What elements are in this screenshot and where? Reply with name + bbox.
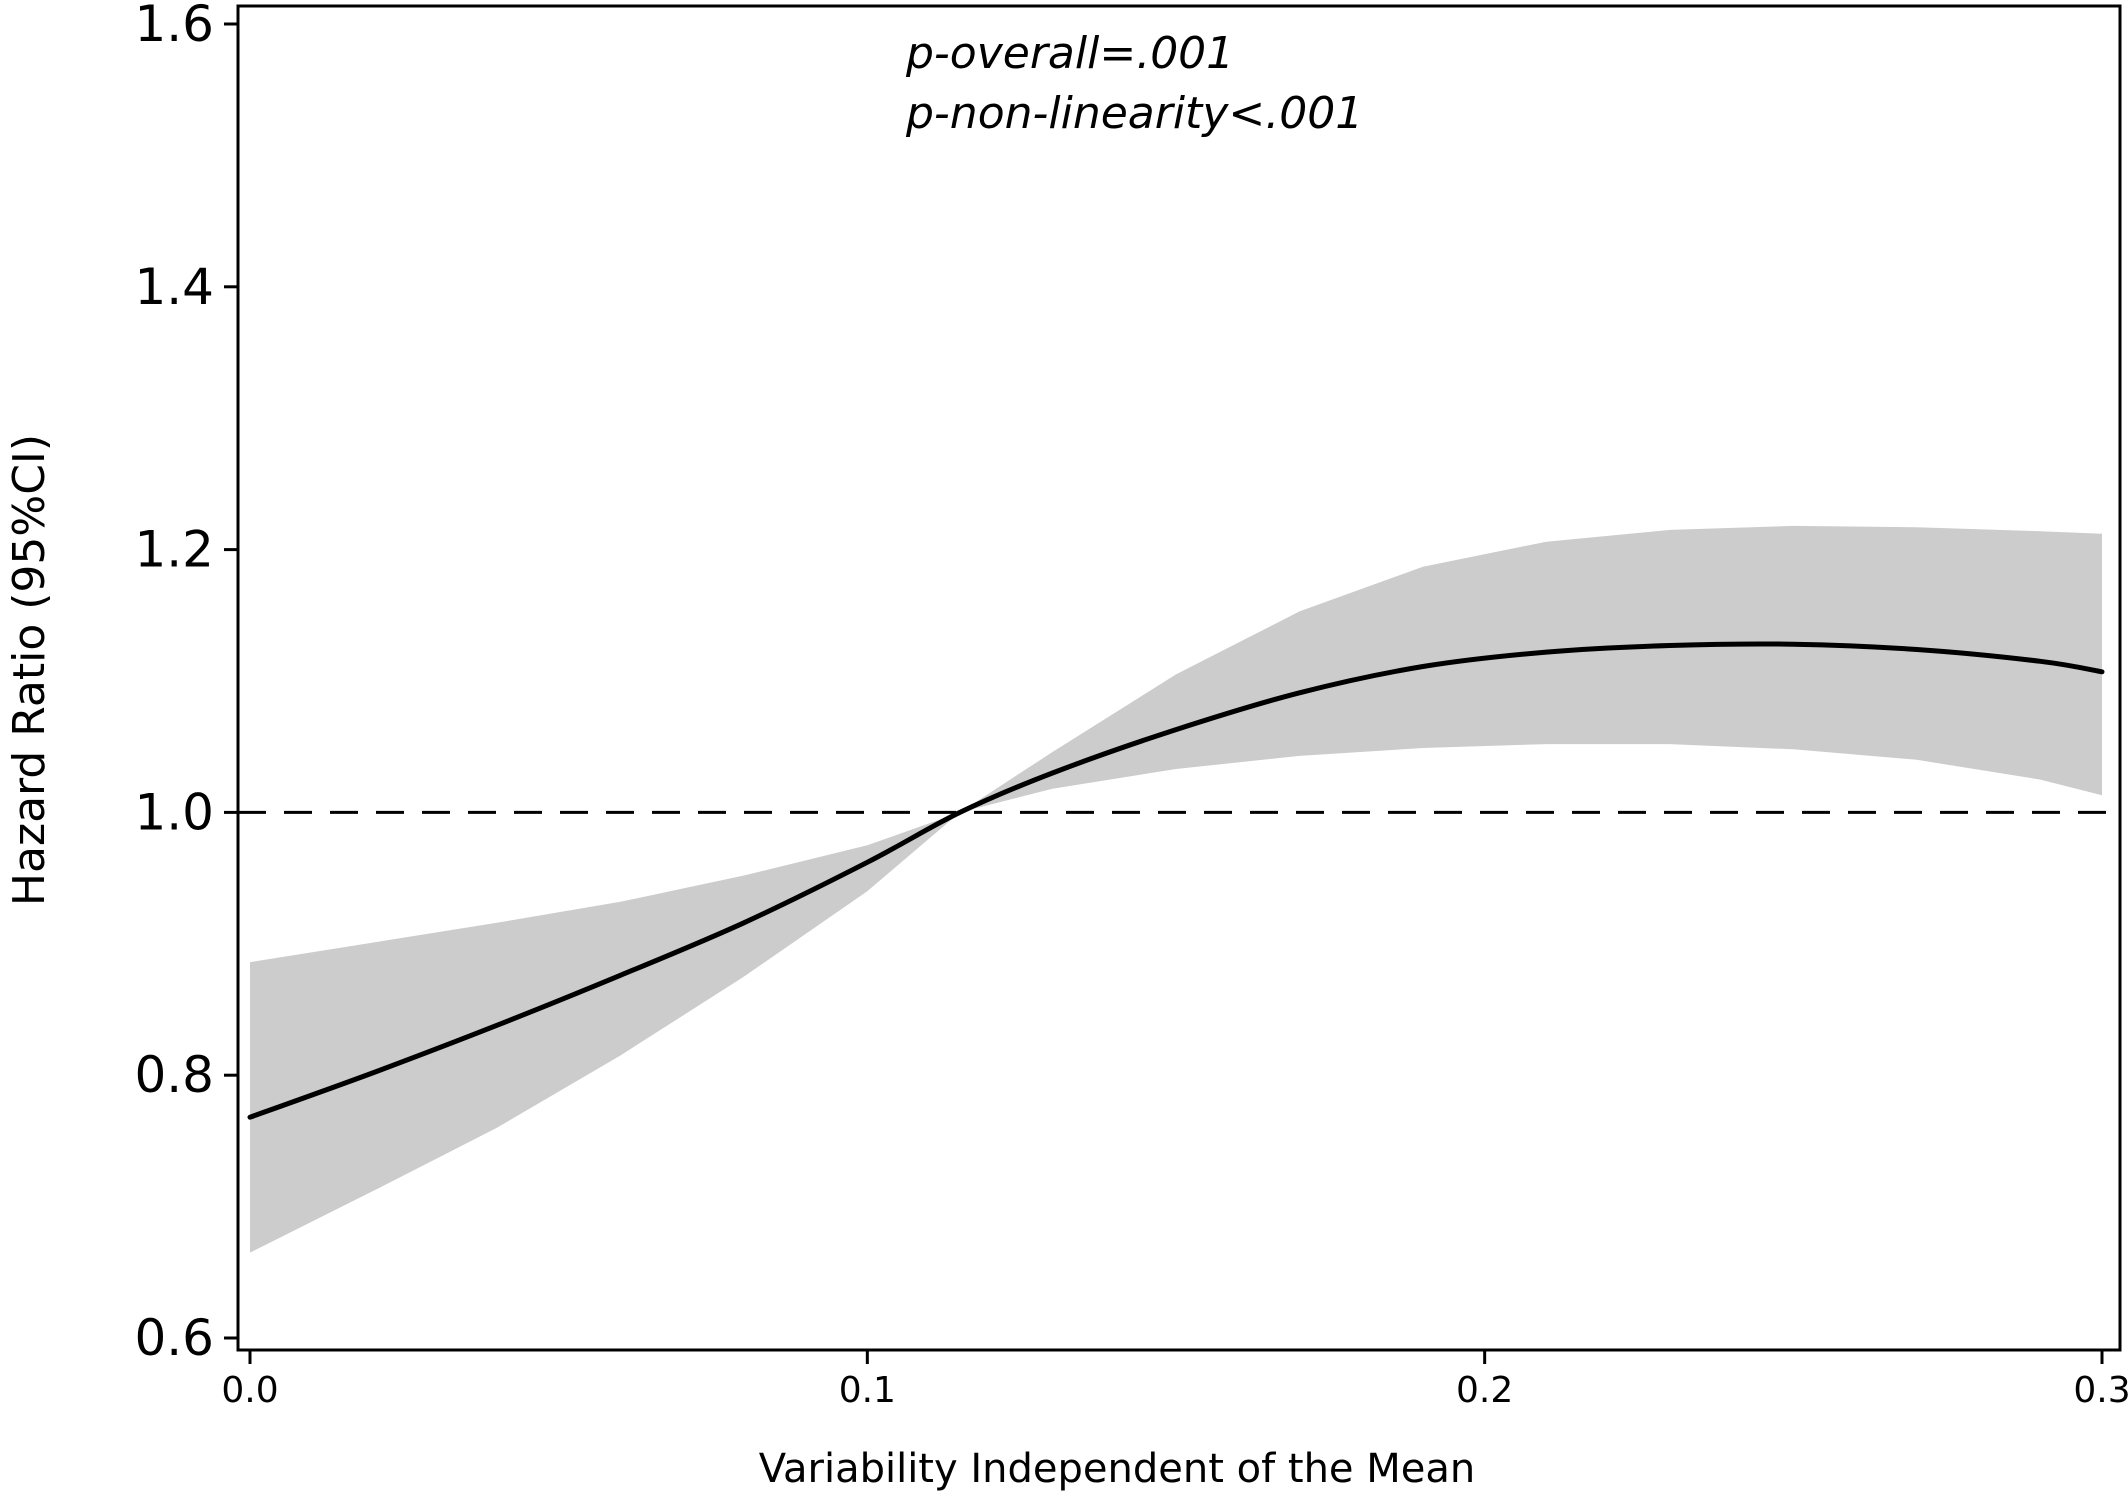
confidence-band (250, 525, 2102, 1253)
x-tick-label: 0.0 (221, 1370, 278, 1411)
y-tick-label: 0.6 (134, 1309, 214, 1367)
y-tick-label: 1.6 (134, 0, 214, 53)
plot-frame (236, 4, 2122, 1352)
y-axis: 0.6 0.8 1.0 1.2 1.4 1.6 (134, 0, 238, 1367)
x-axis-title: Variability Independent of the Mean (759, 1446, 1476, 1492)
y-tick-label: 1.2 (134, 521, 214, 579)
x-tick-label: 0.2 (1456, 1370, 1513, 1411)
y-tick-label: 1.0 (134, 783, 214, 841)
x-axis: 0.0 0.1 0.2 0.3 (221, 1350, 2128, 1411)
y-tick-label: 0.8 (134, 1046, 214, 1104)
hazard-ratio-curve (247, 641, 2105, 1120)
annotation-p-overall: p-overall=.001 (905, 28, 1234, 79)
plot-area (238, 525, 2120, 1253)
y-tick-label: 1.4 (134, 258, 214, 316)
annotation-p-non-linearity: p-non-linearity<.001 (905, 88, 1363, 139)
y-axis-title: Hazard Ratio (95%CI) (4, 434, 55, 906)
x-tick-label: 0.3 (2073, 1370, 2128, 1411)
x-tick-label: 0.1 (839, 1370, 896, 1411)
